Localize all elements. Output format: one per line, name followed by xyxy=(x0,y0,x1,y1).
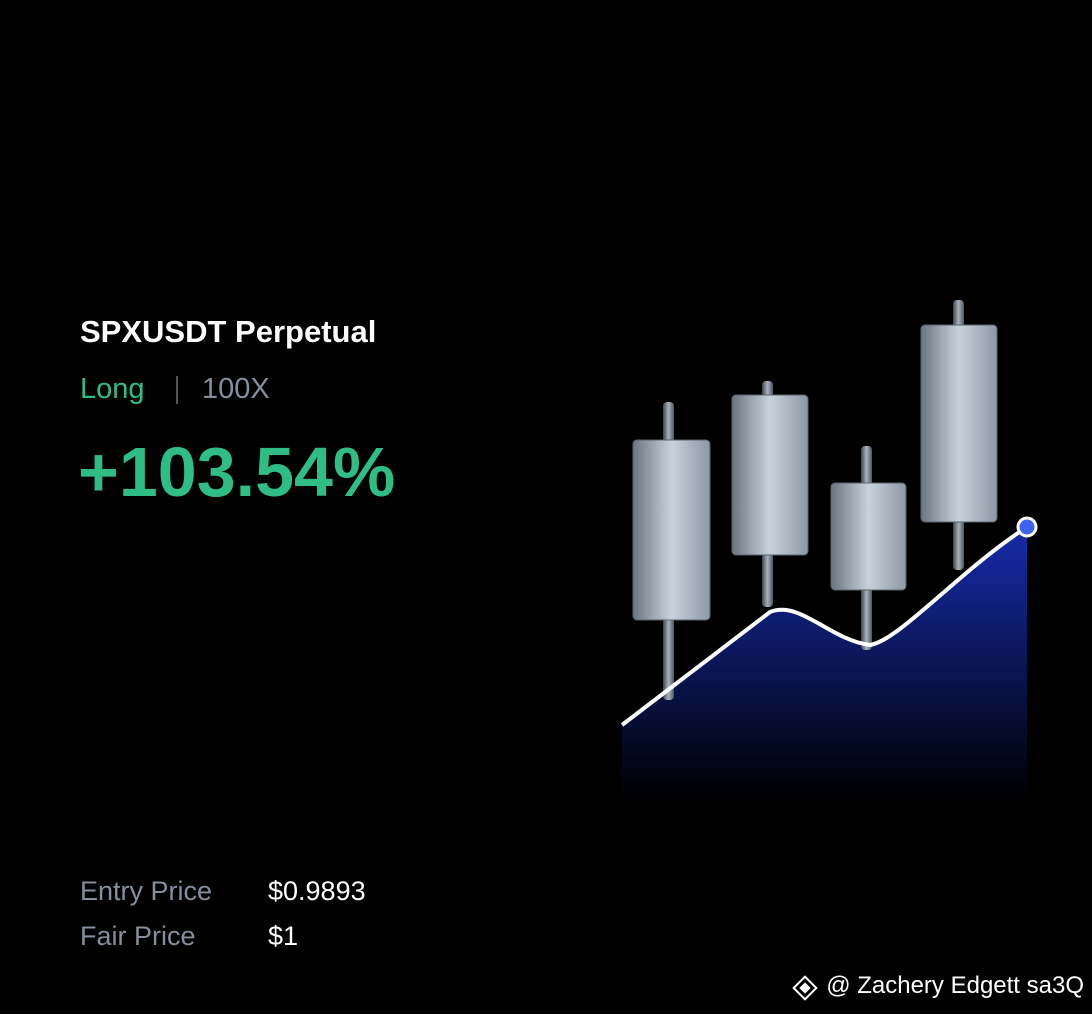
detail-value: $1 xyxy=(268,921,299,951)
side: Long xyxy=(80,373,145,405)
separator xyxy=(176,376,178,404)
detail-label: Fair Price xyxy=(80,921,196,951)
watermark: @ Zachery Edgett sa3Q xyxy=(826,972,1084,999)
detail-label: Entry Price xyxy=(80,876,213,906)
pnl: +103.54% xyxy=(78,433,396,511)
symbol: SPXUSDT Perpetual xyxy=(80,314,377,349)
leverage: 100X xyxy=(202,373,270,405)
detail-value: $0.9893 xyxy=(268,876,366,906)
